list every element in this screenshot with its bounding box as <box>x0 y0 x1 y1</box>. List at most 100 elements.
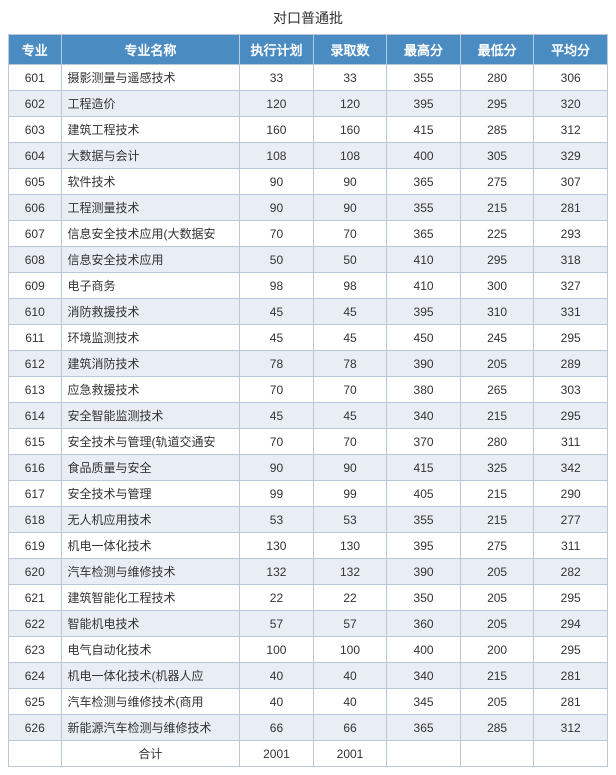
cell: 205 <box>460 611 534 637</box>
cell: 工程测量技术 <box>61 195 240 221</box>
cell: 325 <box>460 455 534 481</box>
cell: 405 <box>387 481 461 507</box>
cell: 70 <box>313 221 387 247</box>
cell: 100 <box>240 637 314 663</box>
cell: 606 <box>9 195 62 221</box>
cell: 摄影测量与遥感技术 <box>61 65 240 91</box>
table-row: 608信息安全技术应用5050410295318 <box>9 247 608 273</box>
cell: 汽车检测与维修技术(商用 <box>61 689 240 715</box>
cell: 57 <box>313 611 387 637</box>
cell: 365 <box>387 169 461 195</box>
total-cell: 2001 <box>313 741 387 767</box>
cell: 625 <box>9 689 62 715</box>
cell: 215 <box>460 663 534 689</box>
cell: 612 <box>9 351 62 377</box>
col-avg: 平均分 <box>534 35 608 65</box>
cell: 22 <box>240 585 314 611</box>
cell: 295 <box>460 247 534 273</box>
cell: 618 <box>9 507 62 533</box>
cell: 624 <box>9 663 62 689</box>
cell: 安全技术与管理 <box>61 481 240 507</box>
cell: 340 <box>387 663 461 689</box>
cell: 285 <box>460 715 534 741</box>
cell: 70 <box>240 221 314 247</box>
cell: 605 <box>9 169 62 195</box>
cell: 331 <box>534 299 608 325</box>
table-row: 614安全智能监测技术4545340215295 <box>9 403 608 429</box>
cell: 205 <box>460 559 534 585</box>
cell: 无人机应用技术 <box>61 507 240 533</box>
cell: 370 <box>387 429 461 455</box>
cell: 信息安全技术应用 <box>61 247 240 273</box>
cell: 340 <box>387 403 461 429</box>
cell: 312 <box>534 117 608 143</box>
cell: 395 <box>387 91 461 117</box>
cell: 53 <box>313 507 387 533</box>
table-row: 616食品质量与安全9090415325342 <box>9 455 608 481</box>
cell: 99 <box>313 481 387 507</box>
cell: 90 <box>313 169 387 195</box>
table-row: 617安全技术与管理9999405215290 <box>9 481 608 507</box>
total-label: 合计 <box>61 741 240 767</box>
cell: 620 <box>9 559 62 585</box>
table-row: 620汽车检测与维修技术132132390205282 <box>9 559 608 585</box>
cell: 615 <box>9 429 62 455</box>
col-plan: 执行计划 <box>240 35 314 65</box>
cell: 613 <box>9 377 62 403</box>
cell: 215 <box>460 481 534 507</box>
cell: 320 <box>534 91 608 117</box>
table-row: 605软件技术9090365275307 <box>9 169 608 195</box>
cell: 415 <box>387 455 461 481</box>
cell: 275 <box>460 169 534 195</box>
cell: 305 <box>460 143 534 169</box>
cell: 132 <box>313 559 387 585</box>
cell: 312 <box>534 715 608 741</box>
total-cell <box>534 741 608 767</box>
cell: 90 <box>313 195 387 221</box>
cell: 295 <box>534 637 608 663</box>
cell: 机电一体化技术 <box>61 533 240 559</box>
cell: 新能源汽车检测与维修技术 <box>61 715 240 741</box>
cell: 307 <box>534 169 608 195</box>
cell: 623 <box>9 637 62 663</box>
table-row: 612建筑消防技术7878390205289 <box>9 351 608 377</box>
cell: 45 <box>240 299 314 325</box>
cell: 306 <box>534 65 608 91</box>
cell: 365 <box>387 715 461 741</box>
cell: 415 <box>387 117 461 143</box>
total-cell <box>387 741 461 767</box>
cell: 70 <box>240 429 314 455</box>
cell: 160 <box>313 117 387 143</box>
cell: 390 <box>387 351 461 377</box>
table-row: 622智能机电技术5757360205294 <box>9 611 608 637</box>
cell: 电气自动化技术 <box>61 637 240 663</box>
col-max: 最高分 <box>387 35 461 65</box>
cell: 100 <box>313 637 387 663</box>
cell: 33 <box>240 65 314 91</box>
cell: 621 <box>9 585 62 611</box>
cell: 智能机电技术 <box>61 611 240 637</box>
table-row: 626新能源汽车检测与维修技术6666365285312 <box>9 715 608 741</box>
cell: 311 <box>534 429 608 455</box>
cell: 311 <box>534 533 608 559</box>
cell: 355 <box>387 507 461 533</box>
total-cell <box>9 741 62 767</box>
cell: 78 <box>313 351 387 377</box>
cell: 607 <box>9 221 62 247</box>
cell: 大数据与会计 <box>61 143 240 169</box>
page-title: 对口普通批 <box>8 8 608 28</box>
cell: 300 <box>460 273 534 299</box>
cell: 66 <box>240 715 314 741</box>
cell: 70 <box>313 429 387 455</box>
cell: 130 <box>240 533 314 559</box>
cell: 40 <box>313 663 387 689</box>
cell: 617 <box>9 481 62 507</box>
cell: 45 <box>313 403 387 429</box>
admissions-table: 专业 专业名称 执行计划 录取数 最高分 最低分 平均分 601摄影测量与遥感技… <box>8 34 608 767</box>
total-cell <box>460 741 534 767</box>
cell: 90 <box>240 195 314 221</box>
cell: 205 <box>460 585 534 611</box>
cell: 450 <box>387 325 461 351</box>
cell: 215 <box>460 195 534 221</box>
cell: 281 <box>534 663 608 689</box>
